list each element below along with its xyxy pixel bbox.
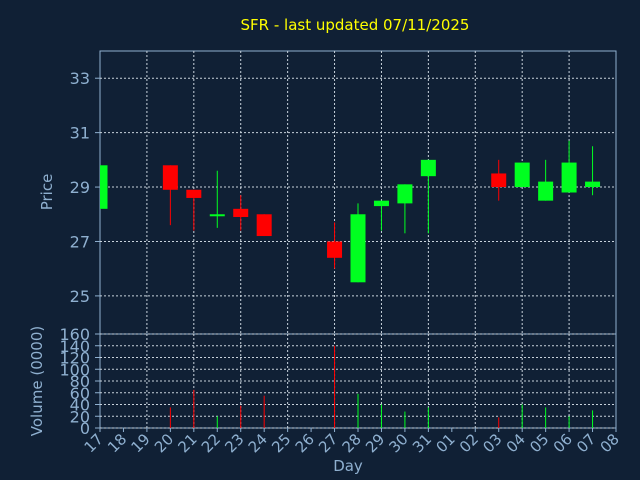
- price-tick-label: 33: [70, 69, 90, 88]
- x-tick-label: 31: [409, 430, 435, 456]
- volume-axis-label: Volume (0000): [28, 326, 46, 436]
- volume-tick-label: 140: [59, 337, 90, 356]
- x-tick-label: 23: [221, 430, 247, 456]
- x-tick-label: 22: [198, 430, 224, 456]
- candle-body: [209, 214, 225, 217]
- x-tick-label: 07: [573, 430, 599, 456]
- candle-body: [538, 181, 554, 201]
- x-tick-label: 24: [245, 430, 271, 456]
- candle-body: [397, 184, 413, 204]
- price-tick-label: 27: [70, 232, 90, 251]
- x-tick-label: 25: [268, 430, 294, 456]
- x-tick-label: 20: [151, 430, 177, 456]
- volume-tick-label: 160: [59, 325, 90, 344]
- x-tick-label: 08: [597, 430, 623, 456]
- candle-body: [186, 189, 202, 198]
- candle-body: [420, 159, 436, 177]
- x-tick-label: 04: [503, 430, 529, 456]
- candles: [100, 140, 601, 283]
- chart-title: SFR - last updated 07/11/2025: [241, 16, 470, 34]
- volume-panel: 0204060801001201401601718192021222324252…: [59, 325, 622, 456]
- x-tick-label: 05: [526, 430, 552, 456]
- candle-body: [514, 162, 530, 188]
- candle-body: [233, 208, 249, 217]
- price-tick-label: 29: [70, 178, 90, 197]
- volume-tick-label: 40: [70, 396, 90, 415]
- x-tick-label: 18: [104, 430, 130, 456]
- volume-tick-label: 100: [59, 360, 90, 379]
- volume-tick-label: 60: [70, 384, 90, 403]
- price-tick-label: 31: [70, 124, 90, 143]
- candle-body: [162, 165, 178, 190]
- x-tick-label: 26: [292, 430, 318, 456]
- x-tick-label: 03: [479, 430, 505, 456]
- x-tick-label: 28: [339, 430, 365, 456]
- candle-body: [100, 165, 108, 209]
- x-tick-label: 30: [386, 430, 412, 456]
- candle-body: [491, 173, 507, 188]
- volume-tick-label: 120: [59, 349, 90, 368]
- x-tick-label: 06: [550, 430, 576, 456]
- price-tick-label: 25: [70, 287, 90, 306]
- x-tick-label: 27: [315, 430, 341, 456]
- price-panel: 25 27 29 31 33: [70, 50, 617, 335]
- x-tick-label: 01: [432, 430, 458, 456]
- candle-body: [256, 214, 272, 237]
- candle-body: [561, 162, 577, 193]
- candle-body: [327, 241, 343, 258]
- x-tick-label: 21: [174, 430, 200, 456]
- x-tick-label: 19: [128, 430, 154, 456]
- price-axis-label: Price: [38, 174, 56, 211]
- candle-body: [350, 214, 366, 283]
- volume-tick-label: 80: [70, 372, 90, 391]
- candle-body: [373, 200, 389, 207]
- volume-tick-label: 0: [80, 419, 90, 438]
- candle-body: [585, 181, 601, 188]
- x-axis-label: Day: [333, 457, 363, 475]
- x-tick-label: 02: [456, 430, 482, 456]
- x-tick-label: 29: [362, 430, 388, 456]
- volume-tick-label: 20: [70, 407, 90, 426]
